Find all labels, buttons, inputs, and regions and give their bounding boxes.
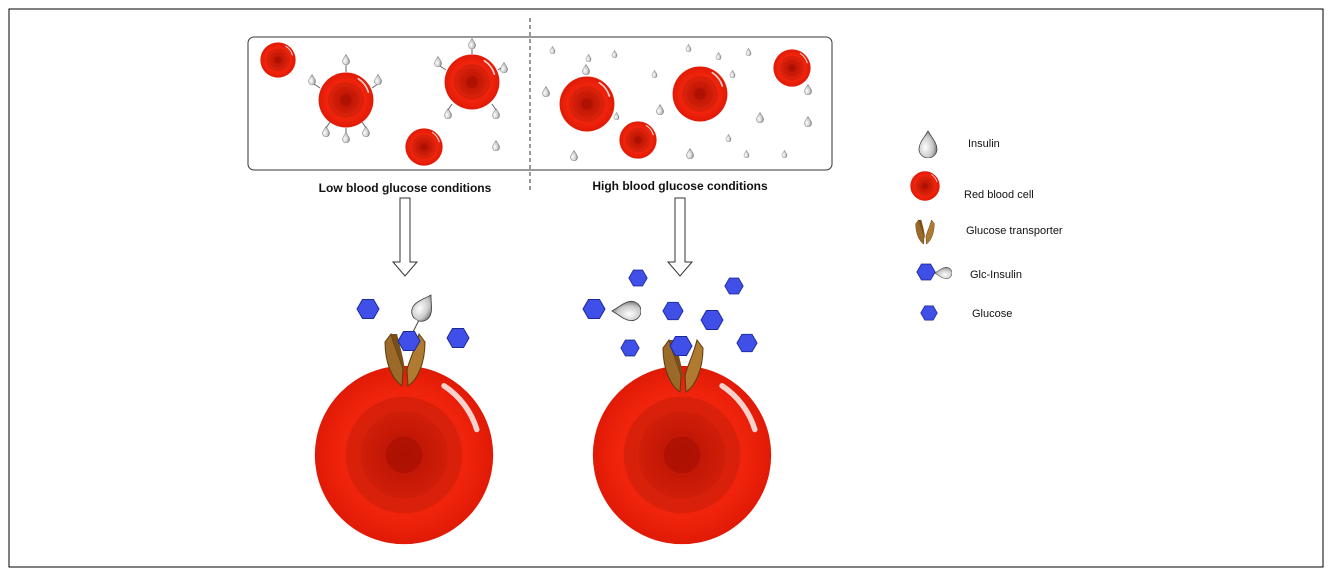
legend-label: Glucose: [972, 308, 1012, 320]
legend-label: Red blood cell: [964, 189, 1034, 201]
diagram: Low blood glucose conditions High blood …: [0, 0, 1332, 569]
legend-label: Glc-Insulin: [970, 269, 1022, 281]
legend-label: Insulin: [968, 138, 1000, 150]
arrow: [393, 198, 417, 276]
arrow: [668, 198, 692, 276]
high-detail: [583, 270, 771, 544]
legend-label: Glucose transporter: [966, 225, 1063, 237]
panel-label: Low blood glucose conditions: [319, 181, 492, 195]
legend: Insulin Red blood cell Glucose transport…: [910, 131, 1063, 320]
panel-label: High blood glucose conditions: [592, 179, 768, 193]
low-detail: [315, 290, 493, 544]
